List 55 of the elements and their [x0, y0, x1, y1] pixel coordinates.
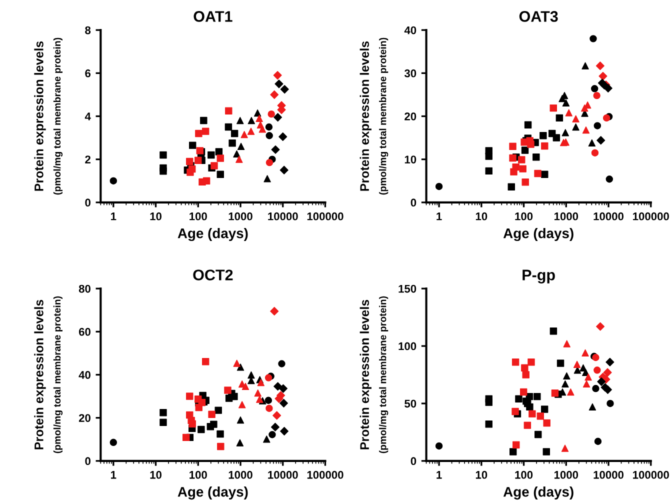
y-tick-label: 20 [404, 112, 416, 120]
x-tick-label: 1 [436, 212, 442, 220]
y-tick-label: 2 [85, 156, 90, 164]
y-axis-title: Protein expression levels (pmol/mg total membrane protein) [360, 296, 388, 454]
x-tick-label: 1 [111, 471, 116, 479]
x-tick-label: 10000 [268, 212, 298, 220]
x-tick-label: 100000 [307, 212, 344, 220]
y-tick-label: 50 [404, 400, 416, 408]
x-tick-label: 100 [515, 470, 533, 479]
x-axis-title: Age (days) [503, 228, 574, 242]
x-tick-label: 100 [190, 470, 207, 479]
x-tick-label: 100000 [633, 470, 669, 479]
y-tick-label: 8 [85, 26, 91, 34]
x-tick-label: 1 [111, 212, 116, 220]
x-tick-label: 100 [515, 212, 533, 220]
x-tick-label: 100000 [307, 470, 344, 479]
x-tick-label: 1000 [228, 212, 252, 220]
y-tick-label: 30 [404, 69, 416, 78]
x-axis-title: Age (days) [178, 486, 248, 500]
y-tick-label: 40 [404, 26, 416, 34]
y-tick-label: 4 [84, 112, 91, 120]
y-tick-label: 80 [78, 284, 90, 293]
x-axis-title: Age (days) [503, 486, 574, 500]
y-tick-label: 20 [78, 414, 90, 422]
chart-title: OCT2 [193, 270, 233, 280]
x-axis-title: Age (days) [178, 228, 248, 242]
x-tick-label: 100000 [633, 212, 669, 220]
chart-title: OAT1 [194, 11, 232, 22]
y-tick-label: 0 [410, 457, 416, 466]
y-tick-label: 6 [85, 69, 91, 78]
chart-title: P-gp [522, 270, 555, 284]
x-tick-label: 10 [150, 470, 162, 479]
y-tick-label: 100 [398, 342, 416, 350]
x-tick-label: 10000 [594, 470, 624, 479]
y-tick-label: 0 [410, 198, 416, 207]
chart-title: OAT3 [519, 11, 558, 22]
y-tick-label: 10 [404, 156, 416, 164]
x-tick-label: 10 [476, 470, 488, 479]
x-tick-label: 1000 [554, 470, 578, 479]
y-axis-title: Protein expression levels (pmol/mg total membrane protein) [34, 296, 63, 454]
x-tick-label: 100 [190, 212, 207, 220]
y-tick-label: 60 [78, 328, 90, 336]
y-tick-label: 0 [85, 198, 90, 207]
y-tick-label: 0 [85, 457, 90, 466]
y-axis-title: Protein expression levels (pmol/mg total membrane protein) [360, 38, 388, 195]
x-tick-label: 1000 [554, 212, 578, 220]
x-tick-label: 10000 [268, 470, 298, 479]
x-tick-label: 1000 [228, 470, 252, 479]
x-tick-label: 10 [476, 212, 488, 220]
x-tick-label: 10 [150, 212, 162, 220]
x-tick-label: 1 [436, 471, 442, 479]
y-tick-label: 40 [78, 371, 90, 379]
y-axis-title: Protein expression levels (pmol/mg total membrane protein) [34, 38, 63, 195]
y-tick-label: 150 [398, 284, 416, 293]
x-tick-label: 10000 [594, 212, 624, 220]
